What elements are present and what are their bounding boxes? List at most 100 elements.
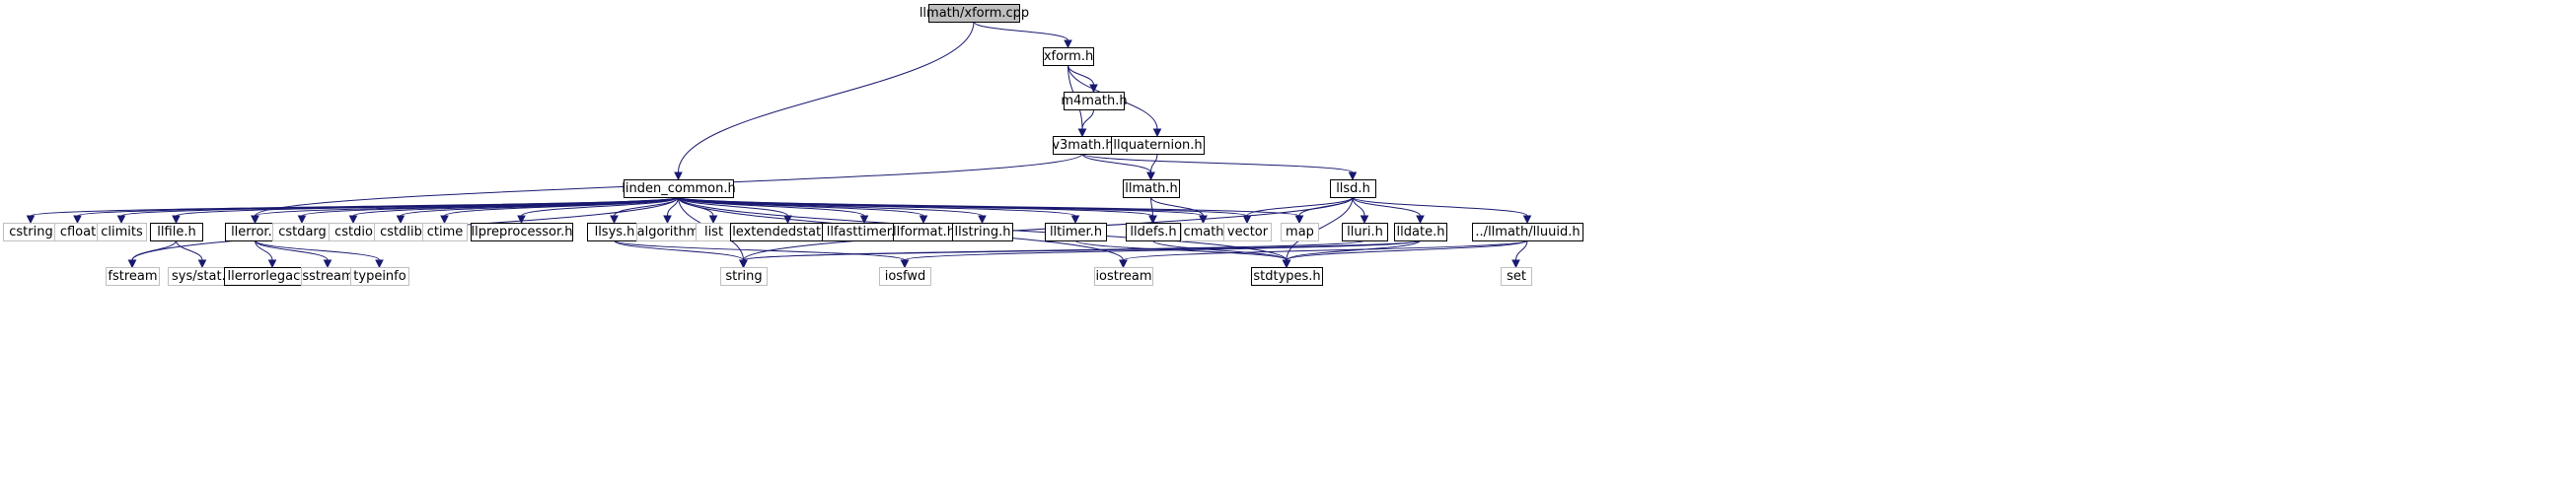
edge-arrowhead (978, 215, 987, 225)
edge-arrowhead (73, 215, 82, 225)
edge-line (678, 196, 788, 217)
node-xform_h[interactable]: xform.h (1043, 47, 1094, 66)
node-fstream: fstream (106, 267, 160, 286)
node-box (1126, 223, 1181, 241)
node-box (1472, 223, 1583, 241)
node-label: cstdlib (380, 225, 422, 239)
node-label: xform.h (1044, 49, 1093, 64)
edge-linden_common_h-to-cmath (678, 196, 1208, 225)
node-label: llpreprocessor.h (472, 225, 573, 239)
node-lluri_h[interactable]: lluri.h (1342, 223, 1388, 241)
edge-line (614, 239, 744, 261)
node-llmath_h[interactable]: llmath.h (1123, 179, 1180, 198)
node-box (720, 267, 768, 286)
node-label: fstream (108, 269, 157, 284)
edge-line (1081, 153, 1151, 173)
edge-llerror_h-to-llerrorlegacy_h (255, 239, 277, 269)
node-set: set (1501, 267, 1532, 286)
edge-line (255, 239, 273, 261)
node-label: climits (101, 225, 143, 239)
node-v3math_h[interactable]: v3math.h (1052, 136, 1114, 155)
edge-arrowhead (348, 215, 358, 225)
node-llformat_h[interactable]: llformat.h (893, 223, 955, 241)
edge-arrowhead (116, 215, 126, 225)
node-label: lldate.h (1397, 225, 1445, 239)
edge-arrowhead (919, 215, 928, 225)
node-box (1123, 179, 1180, 198)
edge-arrowhead (267, 259, 277, 269)
edge-arrowhead (1511, 259, 1520, 269)
node-llfile_h[interactable]: llfile.h (150, 223, 203, 241)
edge-line (904, 239, 1421, 261)
edge-line (255, 239, 329, 261)
node-box (1330, 179, 1376, 198)
edge-line (1152, 239, 1288, 261)
edge-linden_common_h-to-vector (678, 196, 1252, 225)
node-box (106, 267, 160, 286)
node-label: v3math.h (1052, 138, 1113, 153)
edge-arrowhead (900, 259, 910, 269)
node-llextendedstatus_h[interactable]: llextendedstatus.h (729, 223, 848, 241)
node-box (1251, 267, 1323, 286)
edge-arrowhead (610, 215, 619, 225)
edge-llfile_h-to-fstream (127, 239, 177, 269)
edge-arrowhead (1416, 215, 1425, 225)
edge-line (176, 239, 203, 261)
node-list: list (696, 223, 732, 241)
edge-linden_common_h-to-llpreprocessor_h (517, 196, 679, 225)
edge-arrowhead (708, 215, 718, 225)
node-llsd_h[interactable]: llsd.h (1330, 179, 1376, 198)
node-box (1045, 223, 1107, 241)
node-label: cfloat (60, 225, 96, 239)
edge-line (1067, 64, 1094, 86)
node-vector: vector (1223, 223, 1272, 241)
edge-line (743, 239, 1421, 261)
edge-llfile_h-to-sys_stat_h (176, 239, 207, 269)
node-llstring_h[interactable]: llstring.h (952, 223, 1013, 241)
edge-line (1081, 153, 1354, 173)
edge-xform_cpp-to-xform_h (973, 21, 1072, 49)
node-lldate_h[interactable]: lldate.h (1394, 223, 1447, 241)
node-label: string (725, 269, 762, 284)
edge-arrowhead (251, 215, 259, 225)
edge-line (1081, 108, 1094, 130)
edge-line (444, 196, 679, 217)
node-box (1223, 223, 1272, 241)
edge-llsd_h-to-lldate_h (1352, 196, 1425, 225)
node-label: llfasttimer.h (827, 225, 904, 239)
node-linden_common_h[interactable]: linden_common.h (622, 179, 736, 198)
node-lldefs_h[interactable]: lldefs.h (1126, 223, 1181, 241)
node-label: lltimer.h (1050, 225, 1102, 239)
node-iosfwd: iosfwd (879, 267, 931, 286)
node-box (1394, 223, 1447, 241)
edge-line (1352, 196, 1528, 217)
edge-linden_common_h-to-llfile_h (172, 196, 679, 225)
edge-arrowhead (1064, 39, 1072, 49)
node-algorithm: algorithm (636, 223, 699, 241)
node-label: vector (1227, 225, 1269, 239)
node-m4math_h[interactable]: m4math.h (1061, 92, 1128, 110)
node-llfasttimer_h[interactable]: llfasttimer.h (822, 223, 908, 241)
edge-line (1123, 239, 1528, 261)
node-lltimer_h[interactable]: lltimer.h (1045, 223, 1107, 241)
node-stdtypes_h[interactable]: stdtypes.h (1251, 267, 1323, 286)
node-sstream: sstream (301, 267, 355, 286)
edge-line (1352, 196, 1421, 217)
edge-lldate_h-to-string (739, 239, 1421, 269)
edge-arrowhead (1522, 215, 1532, 225)
node-lluuid_h[interactable]: ../llmath/lluuid.h (1472, 223, 1583, 241)
node-llsys_h[interactable]: llsys.h (587, 223, 642, 241)
node-llquaternion_h[interactable]: llquaternion.h (1111, 136, 1205, 155)
node-llpreprocessor_h[interactable]: llpreprocessor.h (471, 223, 573, 241)
edge-arrowhead (1146, 171, 1155, 181)
node-label: llerrorlegacy.h (228, 269, 319, 284)
node-label: list (704, 225, 723, 239)
node-llerrorlegacy_h[interactable]: llerrorlegacy.h (224, 267, 322, 286)
edge-arrowhead (440, 215, 449, 225)
edge-line (255, 239, 380, 261)
node-llerror_h[interactable]: llerror.h (225, 223, 286, 241)
edge-linden_common_h-to-lldefs_h (678, 196, 1157, 225)
edge-arrowhead (1070, 215, 1080, 225)
